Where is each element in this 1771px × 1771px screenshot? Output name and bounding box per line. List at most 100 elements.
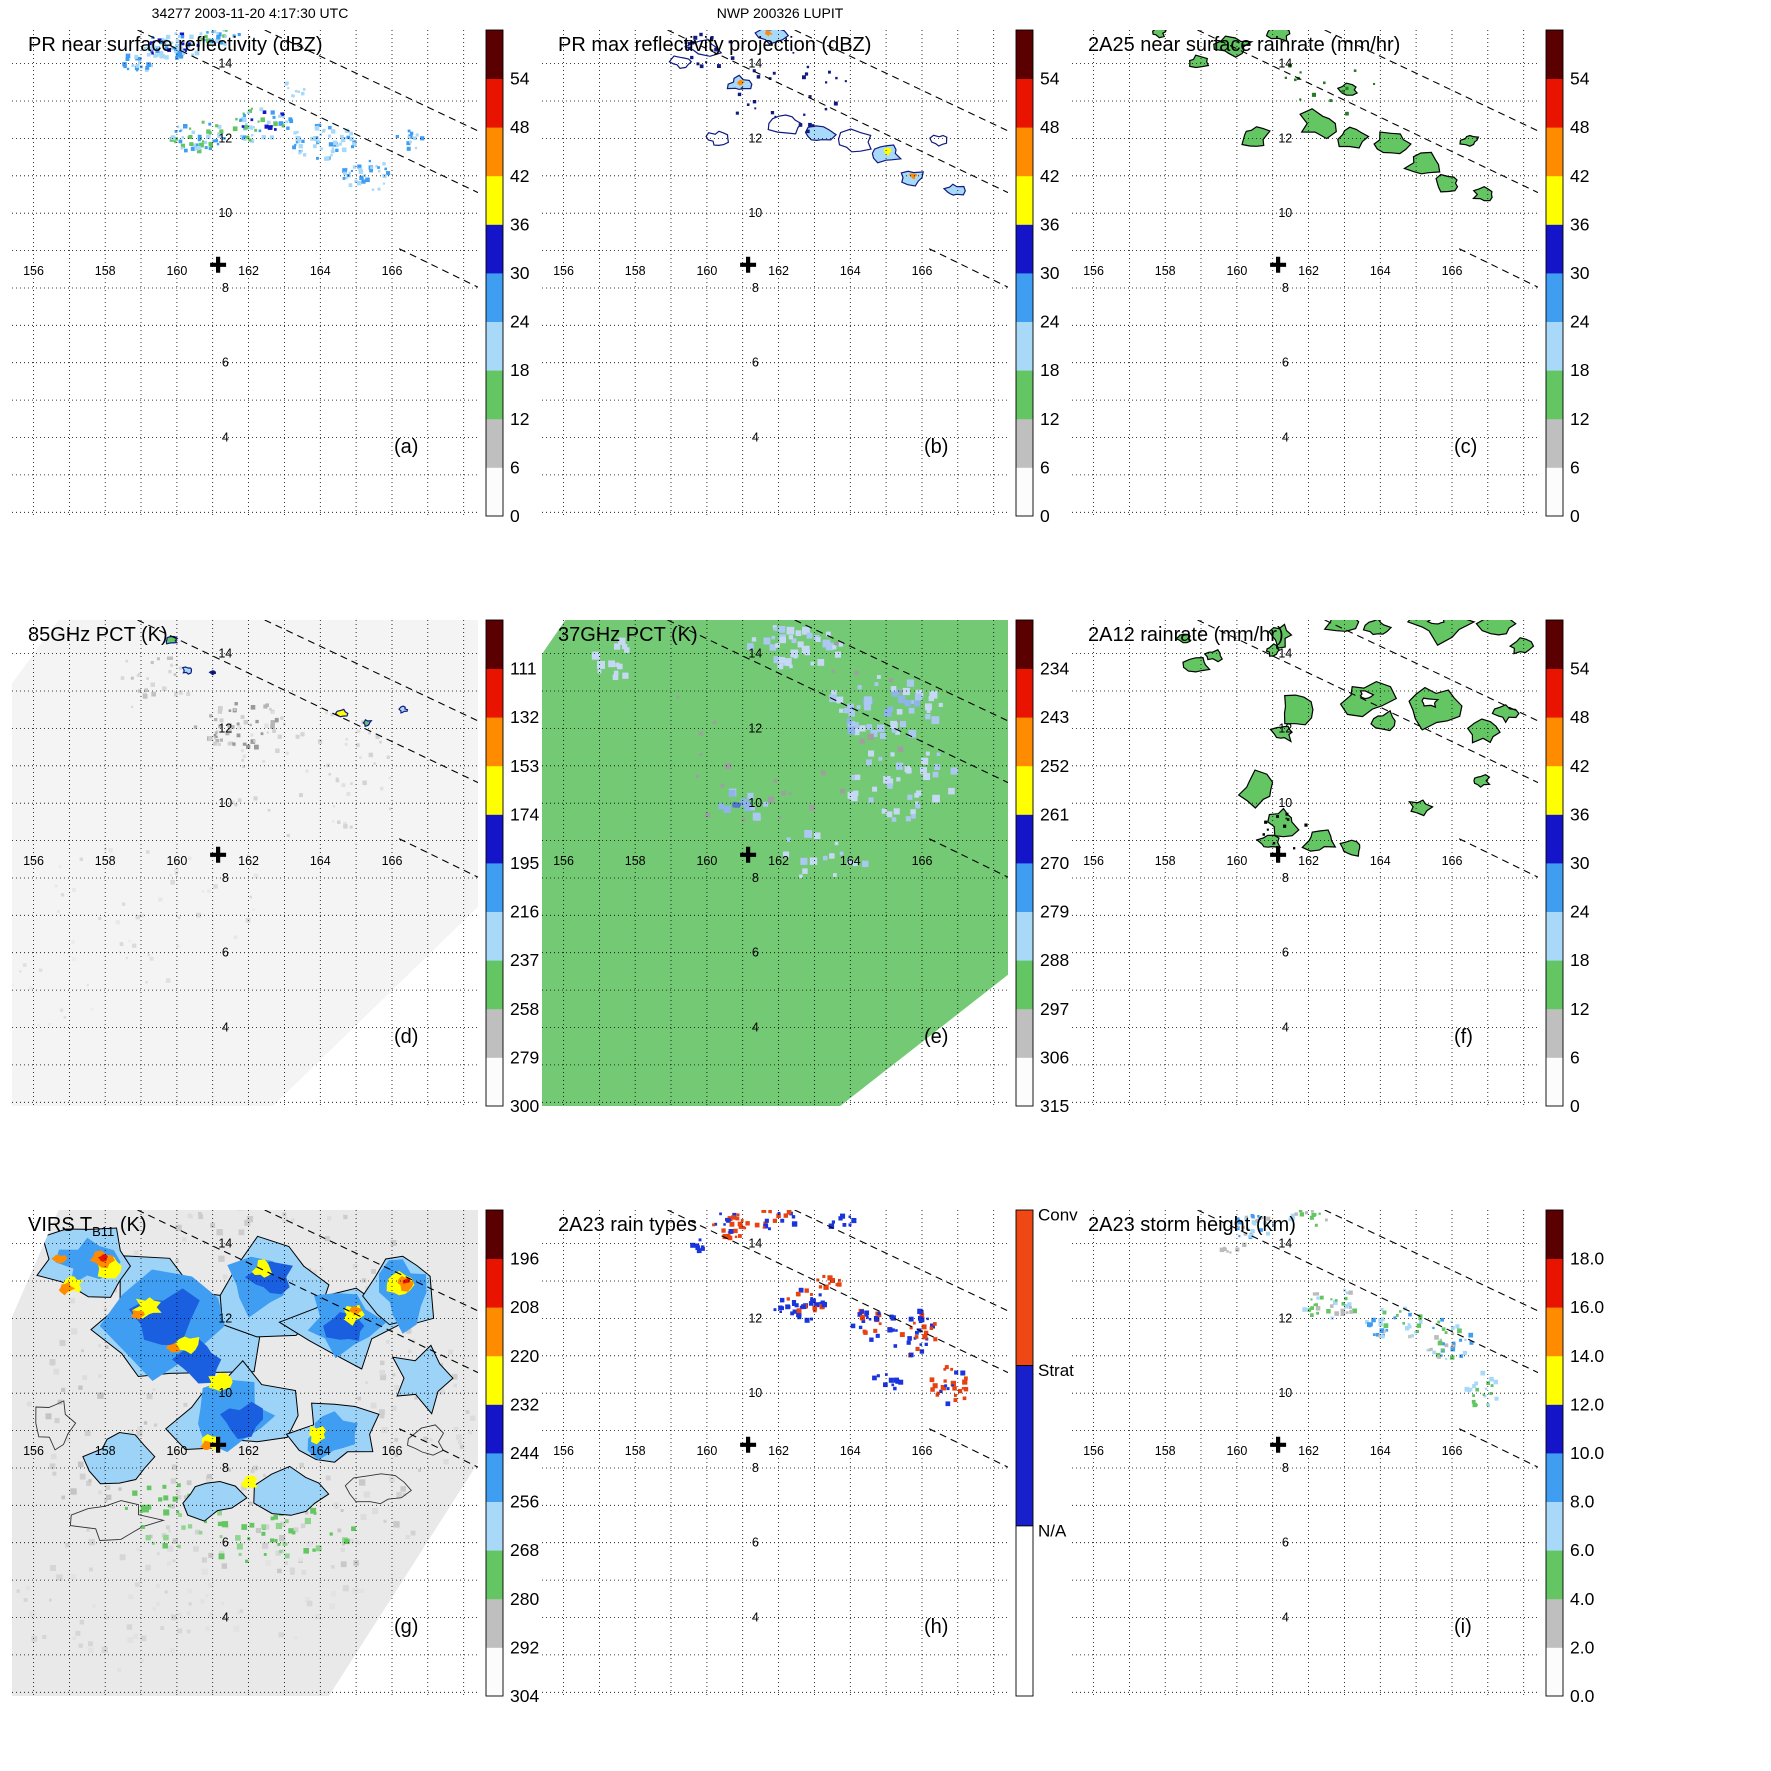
svg-text:48: 48 — [1570, 707, 1589, 727]
svg-text:12: 12 — [748, 721, 762, 735]
svg-text:12: 12 — [1278, 1311, 1292, 1325]
panel-g-title-sub: B11 — [92, 1224, 115, 1239]
svg-text:268: 268 — [510, 1540, 539, 1560]
svg-text:196: 196 — [510, 1249, 539, 1269]
svg-text:36: 36 — [510, 214, 529, 234]
svg-text:10: 10 — [1278, 796, 1292, 810]
svg-text:6: 6 — [222, 946, 229, 960]
svg-text:158: 158 — [1155, 264, 1176, 278]
svg-text:6: 6 — [222, 356, 229, 370]
svg-text:156: 156 — [553, 264, 574, 278]
svg-text:297: 297 — [1040, 999, 1069, 1019]
svg-text:166: 166 — [912, 1444, 933, 1458]
svg-text:10: 10 — [218, 206, 232, 220]
svg-text:160: 160 — [1226, 264, 1247, 278]
svg-text:30: 30 — [1040, 263, 1060, 283]
panel-f-title: 2A12 rainrate (mm/hr) — [1088, 624, 1284, 646]
svg-text:10: 10 — [1278, 206, 1292, 220]
panel-g-title-post: (K) — [114, 1214, 147, 1236]
panel-i-letter: (i) — [1454, 1616, 1472, 1638]
svg-text:156: 156 — [23, 854, 44, 868]
panel-d: 156 158 160 162 164 166 14 12 10 8 6 4 300 279 258 237 2… — [0, 590, 590, 1180]
svg-text:158: 158 — [625, 1444, 646, 1458]
svg-text:252: 252 — [1040, 756, 1069, 776]
svg-text:14: 14 — [748, 57, 762, 71]
svg-text:0: 0 — [1040, 506, 1050, 526]
svg-text:156: 156 — [1083, 264, 1104, 278]
svg-text:42: 42 — [1040, 166, 1059, 186]
svg-text:10: 10 — [748, 796, 762, 810]
svg-text:4: 4 — [222, 431, 229, 445]
svg-text:42: 42 — [1570, 166, 1589, 186]
svg-text:4: 4 — [752, 1611, 759, 1625]
svg-text:160: 160 — [1226, 1444, 1247, 1458]
svg-text:162: 162 — [238, 854, 259, 868]
svg-text:14: 14 — [748, 647, 762, 661]
panel-d-title: 85GHz PCT (K) — [28, 624, 168, 646]
svg-text:54: 54 — [1040, 69, 1060, 89]
panel-i-title: 2A23 storm height (km) — [1088, 1214, 1296, 1236]
svg-text:166: 166 — [912, 264, 933, 278]
svg-text:4: 4 — [752, 1021, 759, 1035]
svg-text:164: 164 — [310, 1444, 331, 1458]
svg-text:158: 158 — [625, 264, 646, 278]
svg-text:6: 6 — [222, 1536, 229, 1550]
svg-text:6: 6 — [1040, 457, 1050, 477]
svg-text:6: 6 — [752, 946, 759, 960]
svg-text:4: 4 — [1282, 1611, 1289, 1625]
svg-text:36: 36 — [1040, 214, 1059, 234]
svg-text:Conv: Conv — [1038, 1205, 1078, 1224]
svg-text:158: 158 — [95, 1444, 116, 1458]
svg-text:12: 12 — [218, 1311, 232, 1325]
panel-f-plot: 156 158 160 162 164 166 14 12 10 8 6 4 0 6 12 18 24 30 36 4… — [1072, 619, 1590, 1116]
svg-text:162: 162 — [1298, 854, 1319, 868]
panel-a-letter: (a) — [394, 436, 419, 458]
svg-text:6: 6 — [1570, 457, 1580, 477]
svg-text:18: 18 — [510, 360, 529, 380]
svg-text:18: 18 — [1570, 950, 1589, 970]
svg-text:30: 30 — [510, 263, 530, 283]
svg-text:258: 258 — [510, 999, 539, 1019]
panel-b-title: PR max reflectivity projection (dBZ) — [558, 34, 872, 56]
svg-text:12: 12 — [1278, 131, 1292, 145]
svg-text:162: 162 — [238, 264, 259, 278]
svg-text:4: 4 — [222, 1611, 229, 1625]
svg-text:160: 160 — [1226, 854, 1247, 868]
svg-text:0.0: 0.0 — [1570, 1686, 1595, 1706]
svg-text:156: 156 — [1083, 854, 1104, 868]
panel-b-plot: 156 158 160 162 164 166 14 12 10 8 6 4 0 6 12 18 24 30 36 4… — [542, 29, 1060, 526]
svg-text:166: 166 — [1442, 264, 1463, 278]
panel-c-letter: (c) — [1454, 436, 1478, 458]
svg-text:164: 164 — [310, 854, 331, 868]
svg-text:18: 18 — [1040, 360, 1059, 380]
svg-text:Strat: Strat — [1038, 1361, 1074, 1380]
svg-text:166: 166 — [382, 1444, 403, 1458]
svg-text:12: 12 — [1570, 999, 1589, 1019]
svg-text:8: 8 — [1282, 1461, 1289, 1475]
svg-text:10: 10 — [748, 1386, 762, 1400]
svg-text:158: 158 — [95, 264, 116, 278]
svg-text:208: 208 — [510, 1297, 539, 1317]
svg-text:158: 158 — [625, 854, 646, 868]
svg-text:12.0: 12.0 — [1570, 1394, 1604, 1414]
svg-text:232: 232 — [510, 1394, 539, 1414]
svg-text:158: 158 — [95, 854, 116, 868]
svg-text:8.0: 8.0 — [1570, 1492, 1595, 1512]
svg-text:164: 164 — [1370, 1444, 1391, 1458]
svg-text:280: 280 — [510, 1589, 539, 1609]
svg-text:6: 6 — [752, 356, 759, 370]
svg-text:8: 8 — [222, 1461, 229, 1475]
svg-text:164: 164 — [1370, 264, 1391, 278]
svg-text:195: 195 — [510, 853, 539, 873]
svg-text:12: 12 — [218, 131, 232, 145]
svg-text:24: 24 — [510, 312, 530, 332]
svg-text:8: 8 — [1282, 871, 1289, 885]
svg-text:14.0: 14.0 — [1570, 1346, 1604, 1366]
svg-text:166: 166 — [1442, 854, 1463, 868]
svg-text:10: 10 — [218, 1386, 232, 1400]
svg-text:166: 166 — [382, 264, 403, 278]
panel-h-plot: 156 158 160 162 164 166 14 12 10 8 6 4 Conv Strat N/A — [542, 1205, 1078, 1697]
svg-text:30: 30 — [1570, 853, 1590, 873]
svg-text:14: 14 — [1278, 1237, 1292, 1251]
svg-text:279: 279 — [1040, 902, 1069, 922]
